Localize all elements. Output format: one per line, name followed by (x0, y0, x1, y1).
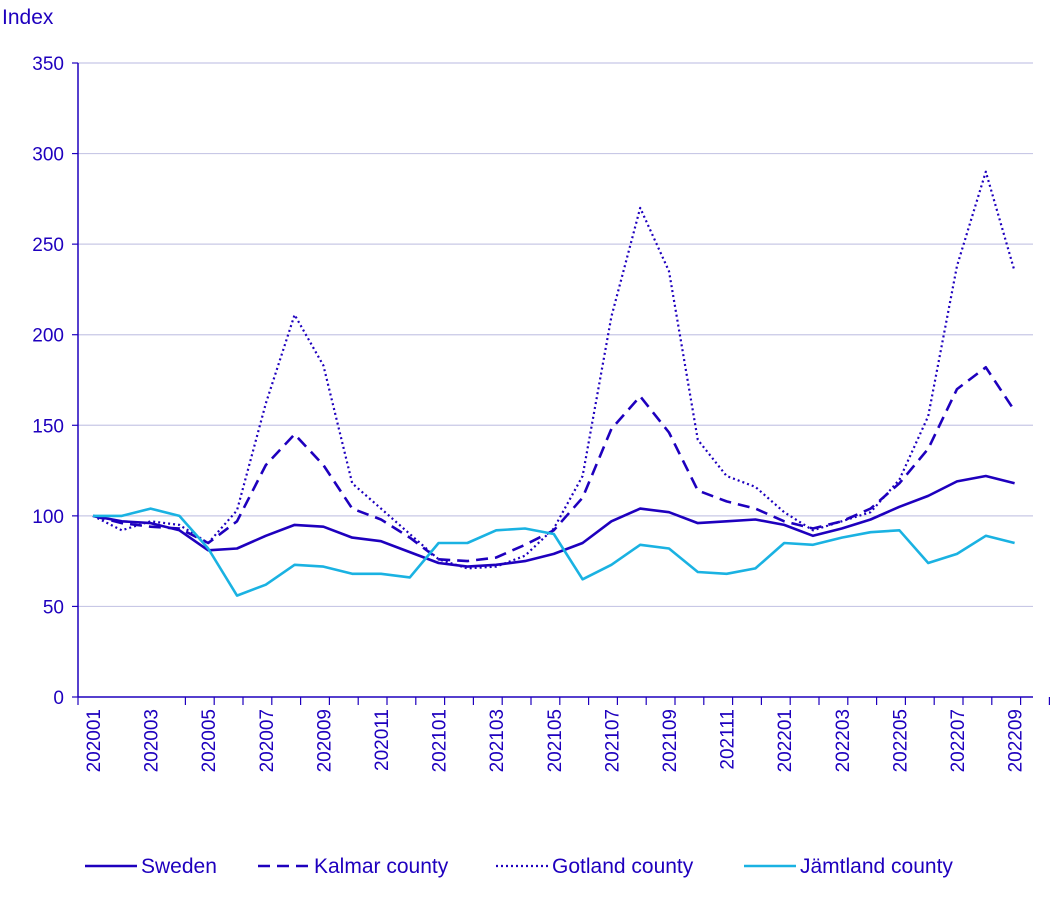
x-axis-ticks: 202001 202003 202005 202007 202009 202011 2021… (77, 697, 1051, 772)
y-axis-label: Index (2, 6, 54, 29)
x-tick-label: 202203 (833, 709, 854, 772)
series-line-j-mtland-county (93, 507, 1015, 597)
series-lines (92, 170, 1016, 597)
y-tick-label: 0 (53, 688, 64, 709)
y-tick-label: 350 (32, 54, 64, 75)
x-tick-label: 202009 (314, 709, 335, 772)
y-tick-label: 100 (32, 507, 64, 528)
legend-label: Jämtland county (800, 855, 953, 878)
y-tick-label: 200 (32, 326, 64, 347)
series-line-gotland-county (92, 170, 1016, 570)
y-tick-label: 250 (32, 235, 64, 256)
x-tick-label: 202107 (602, 709, 623, 772)
x-tick-label: 202201 (775, 709, 796, 772)
x-tick-label: 202109 (660, 709, 681, 772)
legend: Sweden Kalmar county Gotland county Jämtlan… (85, 855, 953, 878)
y-axis-ticks: 0 50 100 150 200 250 300 350 (32, 54, 78, 709)
y-tick-label: 300 (32, 145, 64, 166)
legend-label: Gotland county (552, 855, 694, 878)
x-tick-label: 202003 (142, 709, 163, 772)
axes (77, 63, 1033, 698)
legend-label: Kalmar county (314, 855, 449, 878)
x-tick-label: 202007 (257, 709, 278, 772)
series-line-sweden (92, 474, 1015, 568)
x-tick-label: 202011 (372, 709, 393, 771)
legend-label: Sweden (141, 855, 217, 878)
x-tick-label: 202205 (890, 709, 911, 772)
x-tick-label: 202105 (545, 709, 566, 772)
x-tick-label: 202103 (487, 709, 508, 772)
series-line-kalmar-county (92, 365, 1016, 563)
gridlines (78, 62, 1033, 608)
x-tick-label: 202111 (718, 709, 739, 770)
x-tick-label: 202005 (199, 709, 220, 772)
x-tick-label: 202001 (84, 709, 105, 772)
x-tick-label: 202207 (948, 709, 969, 772)
y-tick-label: 50 (43, 597, 64, 618)
x-tick-label: 202209 (1006, 709, 1027, 772)
x-tick-label: 202101 (430, 709, 451, 772)
y-tick-label: 150 (32, 416, 64, 437)
